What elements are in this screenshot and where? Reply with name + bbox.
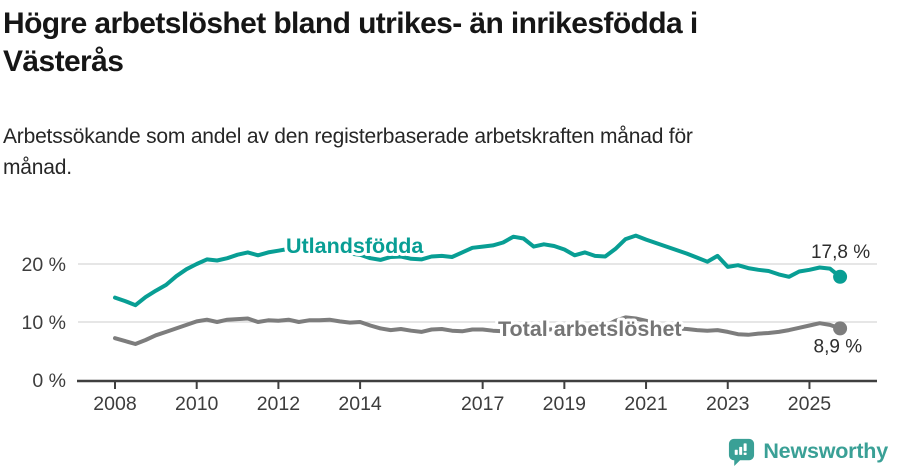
title-line-2: Västerås [3,45,124,78]
series-end-dot-1 [833,321,848,336]
y-tick-label: 20 % [22,254,66,276]
y-tick-label: 10 % [22,312,66,334]
x-tick-label: 2017 [461,393,504,415]
page-title: Högre arbetslöshet bland utrikes- än inr… [3,5,698,81]
series-line-1 [113,315,843,346]
series-end-value-1: 8,9 % [814,336,863,357]
x-tick-label: 2014 [338,393,382,415]
x-tick-label: 2023 [706,393,749,415]
series-inline-label-1: Total arbetslöshet [498,317,682,341]
y-tick-label: 0 % [32,370,66,392]
title-line-1: Högre arbetslöshet bland utrikes- än inr… [3,7,698,40]
x-tick-label: 2021 [624,393,667,415]
chart-subtitle: Arbetssökande som andel av den registerb… [3,121,693,183]
subtitle-line-2: månad. [3,156,72,179]
x-tick-label: 2008 [93,393,136,415]
series-end-value-0: 17,8 % [811,242,870,263]
bar-chart-speech-bubble-icon [729,438,755,466]
series-inline-label-0: Utlandsfödda [286,234,424,258]
series-end-dot-0 [833,269,848,284]
subtitle-line-1: Arbetssökande som andel av den registerb… [3,125,693,148]
x-tick-label: 2025 [788,393,832,415]
series-line-0 [113,233,843,308]
x-tick-label: 2010 [175,393,219,415]
x-tick-label: 2012 [257,393,300,415]
brand-name: Newsworthy [763,439,888,463]
x-tick-label: 2019 [543,393,586,415]
newsworthy-logo: Newsworthy [727,437,888,466]
